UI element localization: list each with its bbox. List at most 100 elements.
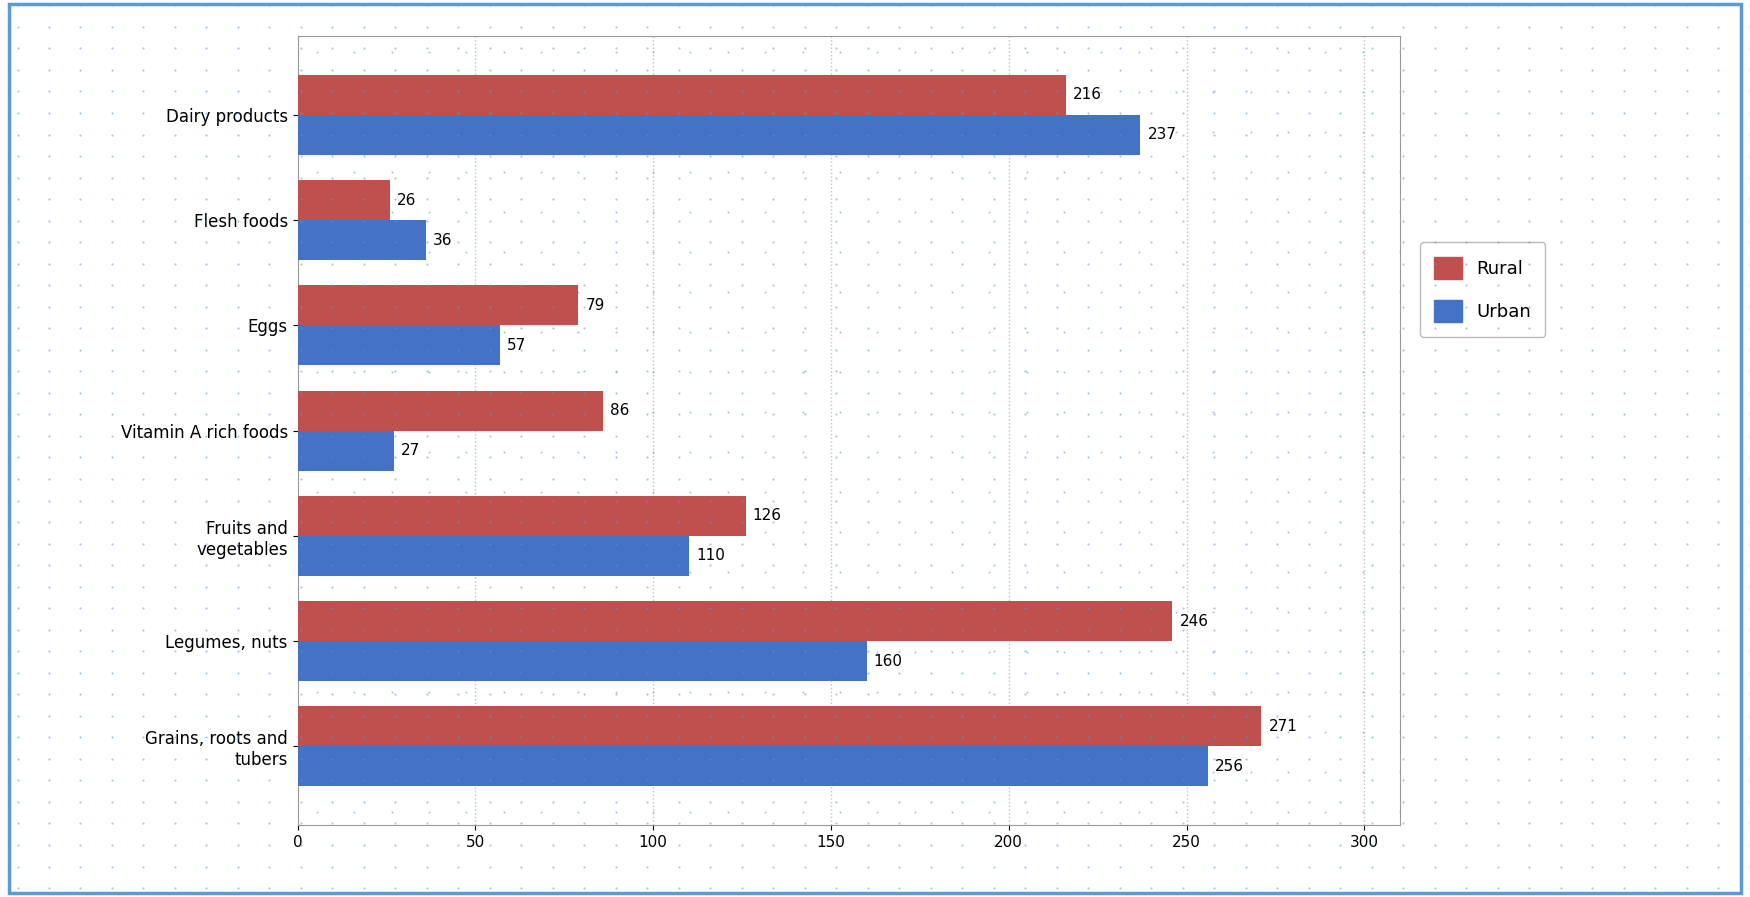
Point <box>1386 725 1414 739</box>
Point <box>949 838 977 852</box>
Point <box>192 343 220 357</box>
Point <box>1043 450 1071 465</box>
Point <box>728 106 756 120</box>
Point <box>1074 795 1102 809</box>
Point <box>917 192 945 206</box>
Point <box>1106 364 1134 379</box>
Point <box>602 687 630 701</box>
Point <box>1349 4 1377 19</box>
Point <box>341 605 369 619</box>
Point <box>1125 205 1153 219</box>
Point <box>863 605 891 619</box>
Point <box>1358 300 1386 314</box>
Point <box>1516 558 1544 572</box>
Point <box>490 245 518 259</box>
Point <box>1011 127 1040 142</box>
Point <box>224 795 252 809</box>
Point <box>1274 764 1302 779</box>
Point <box>98 515 126 529</box>
Point <box>1043 84 1071 99</box>
Point <box>1264 472 1292 486</box>
Point <box>1326 20 1354 34</box>
Point <box>789 805 817 819</box>
Point <box>570 386 598 400</box>
Point <box>490 605 518 619</box>
Point <box>1106 666 1134 680</box>
Point <box>1547 407 1575 422</box>
Point <box>1704 84 1732 99</box>
Point <box>1200 472 1228 486</box>
Point <box>161 795 189 809</box>
Point <box>1106 795 1134 809</box>
Point <box>1358 859 1386 874</box>
Point <box>255 429 284 443</box>
Point <box>507 149 536 163</box>
Point <box>318 213 346 228</box>
Point <box>161 773 189 788</box>
Point <box>863 245 891 259</box>
Point <box>255 343 284 357</box>
Point <box>382 623 410 637</box>
Point <box>1200 364 1228 379</box>
Point <box>161 881 189 895</box>
Point <box>1610 407 1638 422</box>
Point <box>975 245 1003 259</box>
Point <box>35 84 63 99</box>
Point <box>634 429 662 443</box>
Point <box>192 63 220 77</box>
Point <box>1704 687 1732 701</box>
Point <box>192 149 220 163</box>
Point <box>886 407 914 422</box>
Point <box>1232 666 1260 680</box>
Point <box>35 838 63 852</box>
Point <box>1200 536 1228 551</box>
Point <box>507 773 536 788</box>
Point <box>1390 601 1418 615</box>
Point <box>1736 106 1750 120</box>
Point <box>728 579 756 594</box>
Point <box>1704 213 1732 228</box>
Point <box>1386 444 1414 458</box>
Point <box>1578 687 1606 701</box>
Point <box>350 838 378 852</box>
Point <box>341 844 369 858</box>
Point <box>949 709 977 723</box>
Point <box>949 386 977 400</box>
Point <box>1011 20 1040 34</box>
Point <box>539 321 567 335</box>
Point <box>602 41 630 56</box>
Point <box>1326 63 1354 77</box>
Point <box>634 170 662 185</box>
Point <box>1642 709 1670 723</box>
Point <box>1087 45 1115 59</box>
Point <box>1274 605 1302 619</box>
Point <box>1169 41 1197 56</box>
Point <box>1358 278 1386 292</box>
Point <box>1264 515 1292 529</box>
Point <box>1232 321 1260 335</box>
Point <box>161 687 189 701</box>
Point <box>760 343 788 357</box>
Point <box>4 515 32 529</box>
Point <box>303 125 331 139</box>
Point <box>1358 644 1386 658</box>
Point <box>66 623 94 637</box>
Bar <box>298 746 1208 787</box>
Point <box>527 644 555 658</box>
Point <box>507 730 536 745</box>
Point <box>66 687 94 701</box>
Point <box>1326 343 1354 357</box>
Point <box>192 752 220 766</box>
Point <box>975 805 1003 819</box>
Point <box>1390 106 1418 120</box>
Point <box>1578 730 1606 745</box>
Point <box>634 558 662 572</box>
Point <box>665 859 693 874</box>
Point <box>255 257 284 271</box>
Point <box>696 644 724 658</box>
Point <box>161 20 189 34</box>
Point <box>1516 429 1544 443</box>
Point <box>1516 838 1544 852</box>
Point <box>490 644 518 658</box>
Point <box>938 45 966 59</box>
